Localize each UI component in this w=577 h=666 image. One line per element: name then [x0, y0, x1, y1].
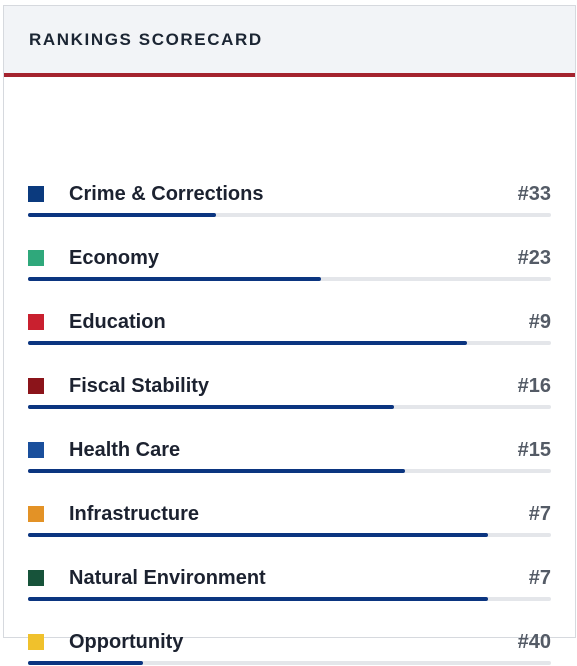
ranking-row-natural-environment[interactable]: Natural Environment #7	[28, 562, 551, 602]
rank-bar-track	[28, 597, 551, 601]
rank-bar-fill	[28, 661, 143, 665]
category-label: Opportunity	[69, 631, 184, 653]
ranking-row-fiscal-stability[interactable]: Fiscal Stability #16	[28, 370, 551, 410]
category-rank: #23	[517, 247, 551, 269]
rank-bar-fill	[28, 213, 216, 217]
rank-bar-fill	[28, 469, 405, 473]
ranking-row-health-care[interactable]: Health Care #15	[28, 434, 551, 474]
category-color-swatch	[28, 506, 44, 522]
rank-bar-track	[28, 533, 551, 537]
category-label: Infrastructure	[69, 503, 200, 525]
category-label: Natural Environment	[69, 567, 266, 589]
category-rank: #15	[517, 439, 551, 461]
rank-bar-fill	[28, 597, 488, 601]
ranking-row-economy[interactable]: Economy #23	[28, 242, 551, 282]
ranking-row-education[interactable]: Education #9	[28, 306, 551, 346]
rankings-scorecard-card: RANKINGS SCORECARD Crime & Corrections #…	[3, 5, 576, 665]
category-color-swatch	[28, 570, 44, 586]
category-label: Fiscal Stability	[69, 375, 210, 397]
rank-bar-track	[28, 405, 551, 409]
card-header: RANKINGS SCORECARD	[4, 6, 575, 77]
rank-bar-track	[28, 277, 551, 281]
rank-bar-track	[28, 661, 551, 665]
category-color-swatch	[28, 250, 44, 266]
category-rank: #40	[517, 631, 551, 653]
ranking-row-infrastructure[interactable]: Infrastructure #7	[28, 498, 551, 538]
rank-bar-fill	[28, 277, 321, 281]
category-rank: #7	[528, 567, 551, 589]
category-label: Crime & Corrections	[69, 183, 264, 205]
category-rank: #9	[528, 311, 551, 333]
category-color-swatch	[28, 378, 44, 394]
category-rank: #7	[528, 503, 551, 525]
rank-bar-track	[28, 341, 551, 345]
ranking-row-opportunity[interactable]: Opportunity #40	[28, 626, 551, 666]
category-label: Education	[69, 311, 166, 333]
ranking-row-crime-corrections[interactable]: Crime & Corrections #33	[28, 178, 551, 218]
category-color-swatch	[28, 314, 44, 330]
rank-bar-fill	[28, 405, 394, 409]
rank-bar-fill	[28, 533, 488, 537]
category-label: Economy	[69, 247, 160, 269]
category-rank: #33	[517, 183, 551, 205]
rank-bar-track	[28, 213, 551, 217]
category-color-swatch	[28, 186, 44, 202]
rank-bar-fill	[28, 341, 467, 345]
rank-bar-track	[28, 469, 551, 473]
category-color-swatch	[28, 442, 44, 458]
category-rank: #16	[517, 375, 551, 397]
category-label: Health Care	[69, 439, 181, 461]
card-title: RANKINGS SCORECARD	[29, 29, 263, 49]
category-color-swatch	[28, 634, 44, 650]
